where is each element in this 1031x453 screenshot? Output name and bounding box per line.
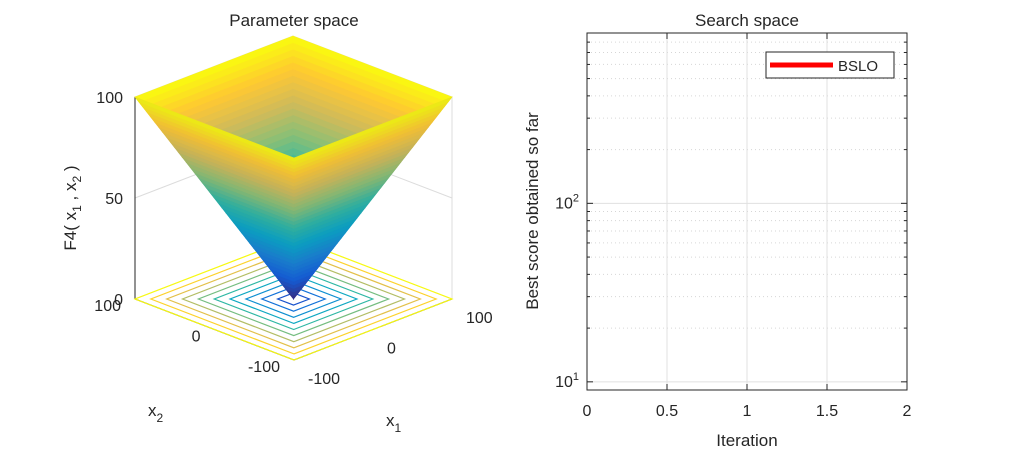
x-tick-label: 0 xyxy=(387,341,396,358)
y-tick-label: 100 xyxy=(94,298,121,315)
x-tick-label: 1 xyxy=(743,403,752,420)
x-tick-label: -100 xyxy=(308,371,340,388)
x-tick-label: 1.5 xyxy=(816,403,838,420)
z-axis-label: F4( x1 , x2 ) xyxy=(61,165,84,250)
axes-box xyxy=(586,32,908,391)
x-axis-label-iteration: Iteration xyxy=(716,431,777,450)
x-tick-label: 100 xyxy=(466,310,493,327)
y-tick-label: 102 xyxy=(555,192,579,212)
y-tick-label: 101 xyxy=(555,371,579,391)
parameter-space-title: Parameter space xyxy=(229,11,358,30)
legend-label-bslo: BSLO xyxy=(838,58,878,75)
search-space-title: Search space xyxy=(695,11,799,30)
z-tick-label: 100 xyxy=(96,90,123,107)
x-tick-label: 0 xyxy=(583,403,592,420)
surface-band xyxy=(134,96,295,162)
legend: BSLO xyxy=(765,51,895,79)
y-axis-label-best-score: Best score obtained so far xyxy=(523,112,542,310)
y-tick-label: 0 xyxy=(192,329,201,346)
search-space-plot: Search space 0 0.5 1 1.5 2 101 102 Iteration B… xyxy=(523,11,912,450)
x-tick-label: 0.5 xyxy=(656,403,678,420)
z-tick-label: 0 xyxy=(114,292,123,309)
y-tick-label: -100 xyxy=(248,359,280,376)
z-tick-label: 50 xyxy=(105,191,123,208)
search-space-tick-labels: 0 0.5 1 1.5 2 101 102 xyxy=(555,192,911,420)
y-axis-label: x2 xyxy=(148,401,164,425)
surface xyxy=(134,35,453,300)
x-axis-label: x1 xyxy=(386,411,402,435)
x-tick-label: 2 xyxy=(903,403,912,420)
